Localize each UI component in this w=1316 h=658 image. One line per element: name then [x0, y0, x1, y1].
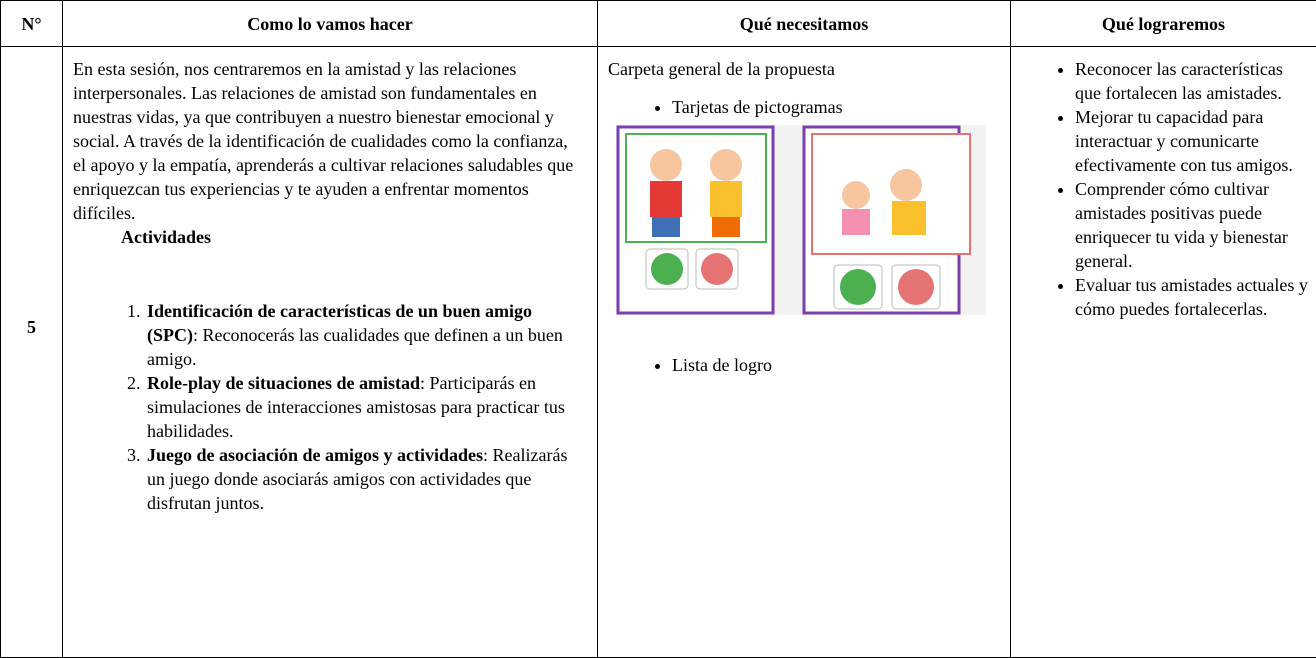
figure — [842, 181, 870, 209]
materials-cell: Carpeta general de la propuesta Tarjetas… — [598, 47, 1011, 658]
header-row: N° Como lo vamos hacer Qué necesitamos Q… — [1, 1, 1316, 47]
material-item: Lista de logro — [672, 353, 1000, 377]
goals-list: Reconocer las características que fortal… — [1021, 57, 1312, 321]
activity-text: : Reconocerás las cualidades que definen… — [147, 325, 563, 369]
activities-title: Actividades — [121, 225, 579, 249]
goal: Evaluar tus amistades actuales y cómo pu… — [1075, 273, 1312, 321]
figure — [652, 217, 680, 237]
pictogram-cards — [616, 125, 986, 315]
materials-intro: Carpeta general de la propuesta — [608, 57, 1000, 81]
figure — [650, 181, 682, 217]
materials-list: Tarjetas de pictogramas — [608, 95, 1000, 119]
header-cell: Qué necesitamos — [598, 1, 1011, 47]
figure — [842, 209, 870, 235]
figure — [890, 169, 922, 201]
header-cell: N° — [1, 1, 63, 47]
goal: Reconocer las características que fortal… — [1075, 57, 1312, 105]
activity-title: Juego de asociación de amigos y activida… — [147, 445, 483, 465]
session-number: 5 — [1, 47, 63, 658]
figure — [892, 201, 926, 235]
thumb-down — [898, 269, 934, 305]
materials-list: Lista de logro — [608, 353, 1000, 377]
header-cell: Qué lograremos — [1011, 1, 1316, 47]
goal: Comprender cómo cultivar amistades posit… — [1075, 177, 1312, 273]
header-cell: Como lo vamos hacer — [63, 1, 598, 47]
page: N° Como lo vamos hacer Qué necesitamos Q… — [0, 0, 1316, 571]
figure — [712, 217, 740, 237]
activities-list: Identificación de características de un … — [73, 299, 579, 515]
activity: Role-play de situaciones de amistad: Par… — [145, 371, 579, 443]
figure — [710, 149, 742, 181]
activity-title: Role-play de situaciones de amistad — [147, 373, 420, 393]
figure — [710, 181, 742, 217]
method-cell: En esta sesión, nos centraremos en la am… — [63, 47, 598, 658]
thumb-up — [651, 253, 683, 285]
card-scene — [812, 134, 970, 254]
description: En esta sesión, nos centraremos en la am… — [73, 57, 579, 225]
figure — [650, 149, 682, 181]
card-scene — [626, 134, 766, 242]
activity: Juego de asociación de amigos y activida… — [145, 443, 579, 515]
thumb-down — [701, 253, 733, 285]
goal: Mejorar tu capacidad para interactuar y … — [1075, 105, 1312, 177]
material-item: Tarjetas de pictogramas — [672, 95, 1000, 119]
activity: Identificación de características de un … — [145, 299, 579, 371]
goals-cell: Reconocer las características que fortal… — [1011, 47, 1316, 658]
thumb-up — [840, 269, 876, 305]
body-row: 5 En esta sesión, nos centraremos en la … — [1, 47, 1316, 658]
